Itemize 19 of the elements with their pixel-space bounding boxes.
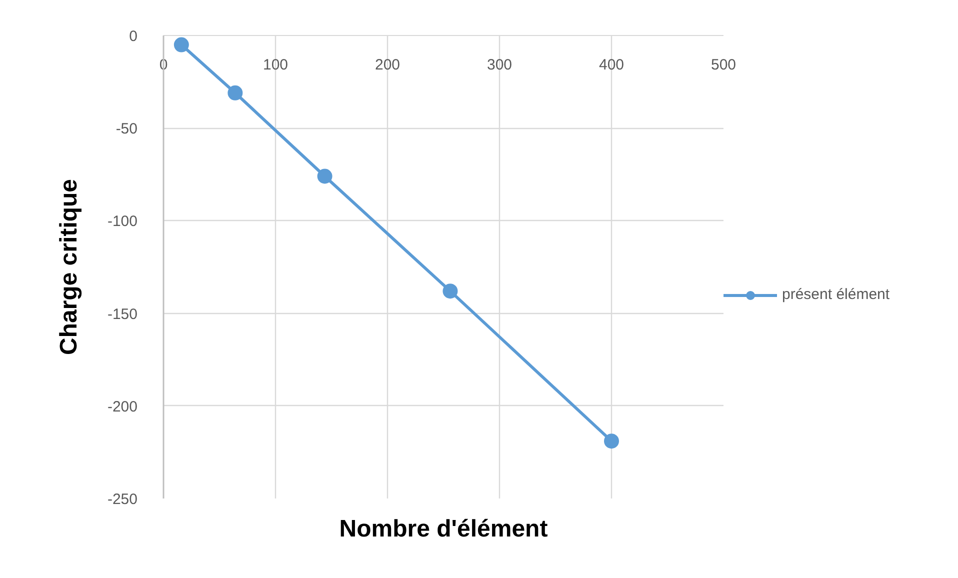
x-tick-label: 200: [374, 56, 400, 74]
y-tick-label: -250: [107, 491, 138, 508]
point: [317, 168, 332, 184]
y-axis-title: Charge critique: [55, 178, 82, 356]
legend-label: présent élément: [782, 286, 890, 303]
y-tick-label: -200: [107, 398, 138, 416]
x-tick-label: 300: [486, 56, 512, 74]
point: [442, 284, 458, 299]
y-tick-label: -50: [116, 120, 138, 138]
x-tick-label: 500: [710, 56, 736, 74]
point: [228, 85, 243, 100]
y-tick-label: -100: [107, 213, 138, 230]
y-tick-label: 0: [129, 28, 138, 45]
x-axis-title: Nombre d'élément: [339, 516, 548, 542]
x-tick-label: 100: [262, 56, 288, 74]
point: [604, 434, 619, 449]
x-tick-label: 400: [598, 56, 624, 74]
y-tick-label: -150: [107, 306, 138, 323]
point: [174, 37, 189, 52]
